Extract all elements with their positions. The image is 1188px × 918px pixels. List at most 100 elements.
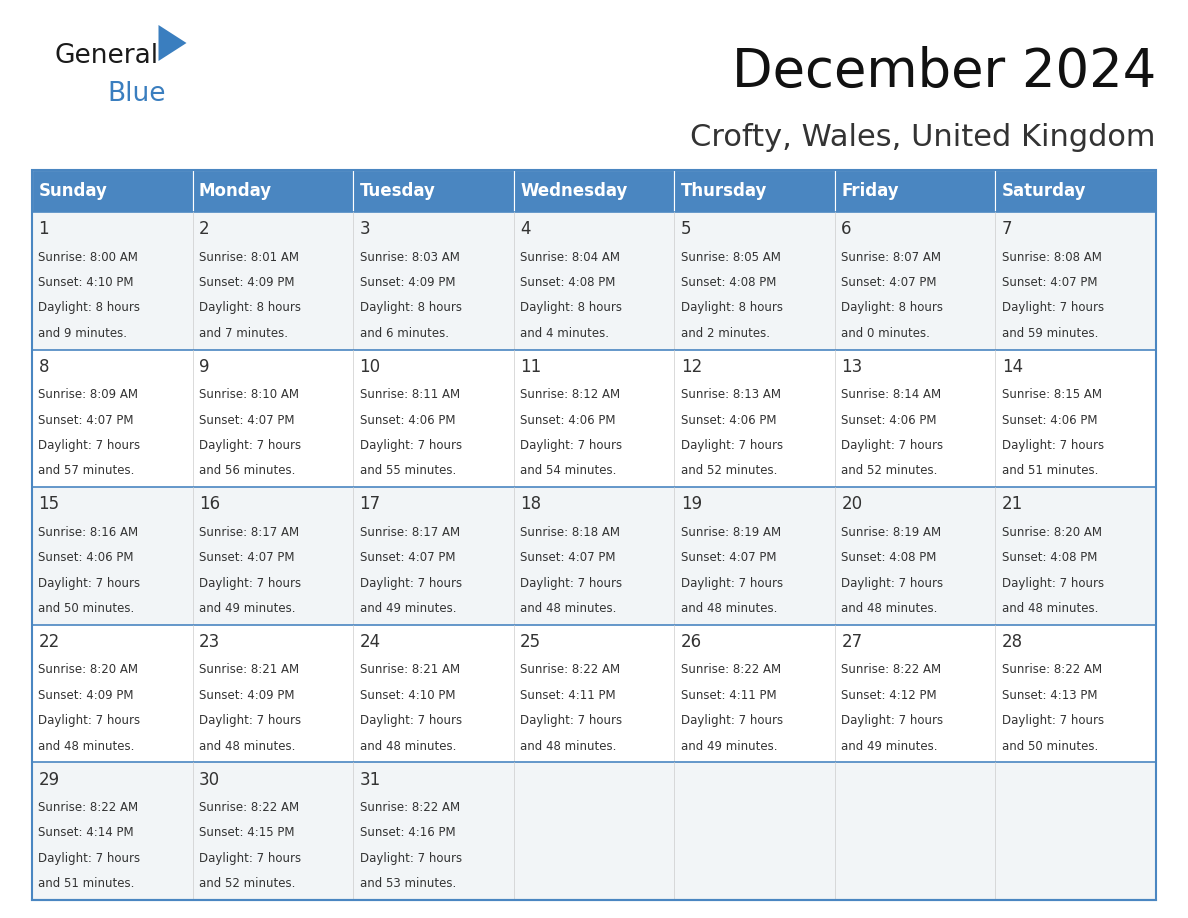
Bar [353, 350, 513, 487]
Text: Daylight: 7 hours: Daylight: 7 hours [360, 577, 462, 589]
Bar [996, 212, 1156, 350]
Text: Sunrise: 8:00 AM: Sunrise: 8:00 AM [38, 251, 138, 263]
Text: Sunrise: 8:22 AM: Sunrise: 8:22 AM [200, 800, 299, 814]
Text: Sunset: 4:07 PM: Sunset: 4:07 PM [841, 276, 937, 289]
Text: and 48 minutes.: and 48 minutes. [520, 602, 617, 615]
Text: Sunset: 4:07 PM: Sunset: 4:07 PM [38, 414, 134, 427]
Bar [353, 212, 513, 350]
Text: 10: 10 [360, 358, 380, 375]
Text: 21: 21 [1001, 496, 1023, 513]
Text: Daylight: 7 hours: Daylight: 7 hours [38, 439, 140, 452]
Text: Sunset: 4:09 PM: Sunset: 4:09 PM [38, 688, 134, 701]
Text: Sunrise: 8:01 AM: Sunrise: 8:01 AM [200, 251, 299, 263]
Text: and 48 minutes.: and 48 minutes. [841, 602, 937, 615]
Text: Daylight: 7 hours: Daylight: 7 hours [681, 577, 783, 589]
Bar [192, 625, 353, 763]
Text: Sunset: 4:06 PM: Sunset: 4:06 PM [1001, 414, 1098, 427]
Bar [353, 487, 513, 625]
Bar [32, 212, 192, 350]
Bar [192, 763, 353, 900]
Text: Sunset: 4:11 PM: Sunset: 4:11 PM [520, 688, 615, 701]
Text: and 51 minutes.: and 51 minutes. [1001, 465, 1098, 477]
Text: Sunset: 4:10 PM: Sunset: 4:10 PM [360, 688, 455, 701]
Text: and 50 minutes.: and 50 minutes. [38, 602, 134, 615]
Text: and 49 minutes.: and 49 minutes. [841, 740, 937, 753]
Text: Sunset: 4:06 PM: Sunset: 4:06 PM [38, 551, 134, 565]
Text: 8: 8 [38, 358, 49, 375]
Text: Daylight: 7 hours: Daylight: 7 hours [841, 439, 943, 452]
Bar [513, 763, 675, 900]
Text: Sunset: 4:06 PM: Sunset: 4:06 PM [520, 414, 615, 427]
Text: Daylight: 7 hours: Daylight: 7 hours [200, 577, 301, 589]
Text: 9: 9 [200, 358, 209, 375]
Text: Sunrise: 8:20 AM: Sunrise: 8:20 AM [38, 664, 139, 677]
Text: 2: 2 [200, 220, 209, 239]
Text: and 52 minutes.: and 52 minutes. [200, 878, 296, 890]
Text: 3: 3 [360, 220, 371, 239]
Bar [835, 212, 996, 350]
Text: 24: 24 [360, 633, 380, 651]
Text: and 48 minutes.: and 48 minutes. [520, 740, 617, 753]
Bar [353, 625, 513, 763]
Text: Sunrise: 8:20 AM: Sunrise: 8:20 AM [1001, 526, 1101, 539]
Text: Monday: Monday [200, 182, 272, 200]
Text: and 51 minutes.: and 51 minutes. [38, 878, 134, 890]
Bar [996, 763, 1156, 900]
Text: 26: 26 [681, 633, 702, 651]
Text: 29: 29 [38, 770, 59, 789]
Bar [996, 350, 1156, 487]
Text: and 48 minutes.: and 48 minutes. [38, 740, 134, 753]
Text: Daylight: 7 hours: Daylight: 7 hours [38, 852, 140, 865]
Text: Sunset: 4:06 PM: Sunset: 4:06 PM [360, 414, 455, 427]
Text: Crofty, Wales, United Kingdom: Crofty, Wales, United Kingdom [690, 123, 1156, 152]
Bar [835, 170, 996, 212]
Text: and 48 minutes.: and 48 minutes. [200, 740, 296, 753]
Text: Sunrise: 8:07 AM: Sunrise: 8:07 AM [841, 251, 941, 263]
Text: and 54 minutes.: and 54 minutes. [520, 465, 617, 477]
Text: and 49 minutes.: and 49 minutes. [681, 740, 777, 753]
Text: 7: 7 [1001, 220, 1012, 239]
Text: 31: 31 [360, 770, 381, 789]
Text: Daylight: 7 hours: Daylight: 7 hours [200, 852, 301, 865]
Text: and 48 minutes.: and 48 minutes. [681, 602, 777, 615]
Text: Daylight: 8 hours: Daylight: 8 hours [38, 301, 140, 315]
Text: and 56 minutes.: and 56 minutes. [200, 465, 296, 477]
Text: Daylight: 7 hours: Daylight: 7 hours [200, 714, 301, 727]
Text: and 7 minutes.: and 7 minutes. [200, 327, 287, 340]
Text: 22: 22 [38, 633, 59, 651]
Text: Daylight: 8 hours: Daylight: 8 hours [520, 301, 623, 315]
Text: and 0 minutes.: and 0 minutes. [841, 327, 930, 340]
Text: Daylight: 8 hours: Daylight: 8 hours [681, 301, 783, 315]
Bar [192, 350, 353, 487]
Text: Daylight: 7 hours: Daylight: 7 hours [1001, 714, 1104, 727]
Text: Daylight: 7 hours: Daylight: 7 hours [360, 714, 462, 727]
Text: and 4 minutes.: and 4 minutes. [520, 327, 609, 340]
Text: Sunrise: 8:09 AM: Sunrise: 8:09 AM [38, 388, 139, 401]
Text: Sunset: 4:07 PM: Sunset: 4:07 PM [681, 551, 776, 565]
Text: Daylight: 7 hours: Daylight: 7 hours [841, 577, 943, 589]
Text: Sunrise: 8:19 AM: Sunrise: 8:19 AM [681, 526, 781, 539]
Bar [675, 170, 835, 212]
Text: and 55 minutes.: and 55 minutes. [360, 465, 456, 477]
Bar [192, 212, 353, 350]
Text: Sunset: 4:08 PM: Sunset: 4:08 PM [841, 551, 936, 565]
Text: Sunset: 4:07 PM: Sunset: 4:07 PM [1001, 276, 1098, 289]
Bar [353, 170, 513, 212]
Text: Sunrise: 8:15 AM: Sunrise: 8:15 AM [1001, 388, 1101, 401]
Text: Daylight: 7 hours: Daylight: 7 hours [1001, 439, 1104, 452]
Text: Daylight: 7 hours: Daylight: 7 hours [1001, 301, 1104, 315]
Text: Friday: Friday [841, 182, 899, 200]
Text: 20: 20 [841, 496, 862, 513]
Bar [513, 212, 675, 350]
Bar [513, 350, 675, 487]
Text: Daylight: 7 hours: Daylight: 7 hours [1001, 577, 1104, 589]
Bar [835, 487, 996, 625]
Text: 30: 30 [200, 770, 220, 789]
Text: Sunset: 4:07 PM: Sunset: 4:07 PM [200, 414, 295, 427]
Text: Daylight: 7 hours: Daylight: 7 hours [841, 714, 943, 727]
Text: Daylight: 7 hours: Daylight: 7 hours [360, 852, 462, 865]
Text: Sunset: 4:12 PM: Sunset: 4:12 PM [841, 688, 937, 701]
Bar [835, 350, 996, 487]
Text: Sunrise: 8:03 AM: Sunrise: 8:03 AM [360, 251, 460, 263]
Text: Sunrise: 8:11 AM: Sunrise: 8:11 AM [360, 388, 460, 401]
